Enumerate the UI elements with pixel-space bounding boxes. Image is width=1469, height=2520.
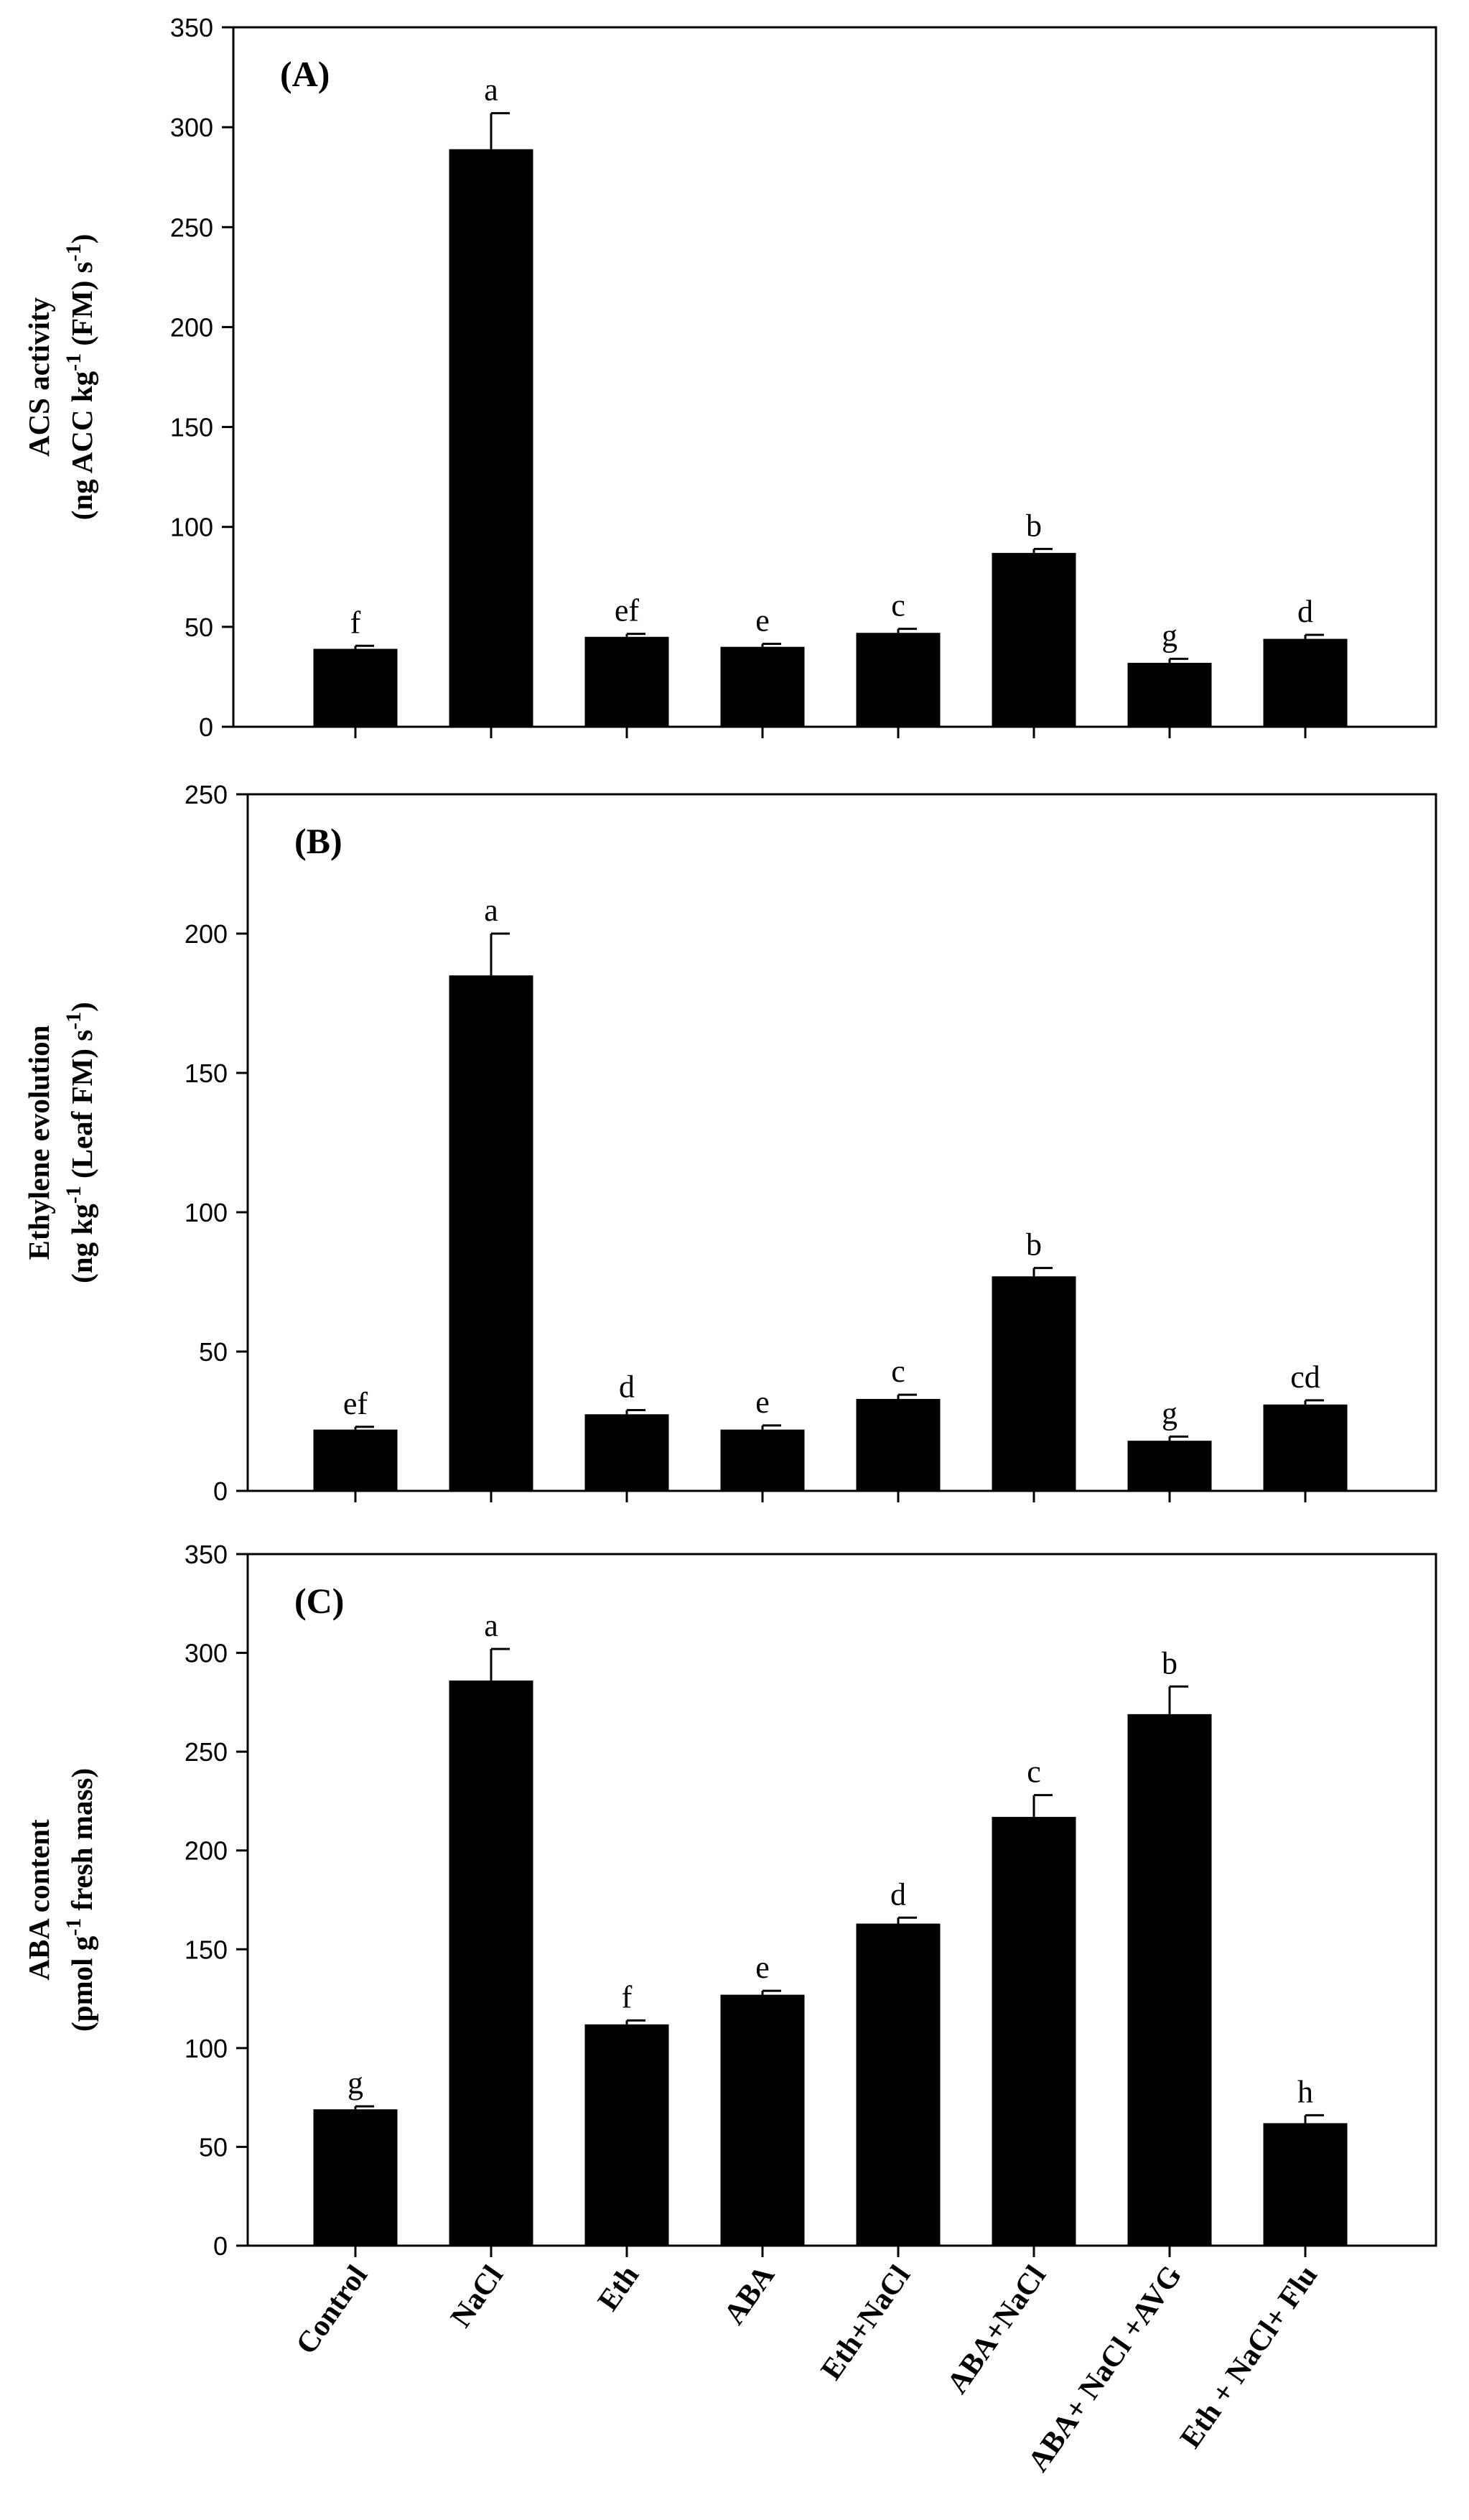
y-tick-label: 0 <box>199 712 213 742</box>
plot-frame <box>246 1553 1437 2247</box>
x-tick-label: Eth + NaCl+ Flu <box>1174 2259 1324 2454</box>
bar <box>992 1816 1076 2246</box>
significance-label: f <box>350 605 361 640</box>
bar <box>584 1414 669 1491</box>
x-tick-label: Control <box>290 2259 375 2360</box>
significance-label: e <box>755 1385 770 1420</box>
bar <box>313 2109 398 2246</box>
bar <box>584 636 669 727</box>
significance-label: ef <box>615 593 640 628</box>
significance-label: f <box>622 1979 633 2014</box>
x-tick-label: NaCl <box>444 2259 510 2333</box>
x-tick-label: Eth <box>592 2259 645 2317</box>
y-tick-label: 100 <box>185 1198 228 1227</box>
significance-label: g <box>1162 618 1177 653</box>
y-tick-label: 50 <box>199 1337 228 1367</box>
significance-label: c <box>891 1354 905 1389</box>
y-tick-label: 300 <box>170 113 213 142</box>
y-tick-label: 250 <box>185 780 228 809</box>
bar <box>1263 1404 1348 1491</box>
bar <box>1263 2123 1348 2246</box>
chart-panel-1: 0 50 100 150 200 250 300 350 f a ef e c b g d (A) ACS act… <box>22 13 1437 742</box>
panel-label: (A) <box>280 54 330 94</box>
y-tick-label: 0 <box>213 2231 228 2261</box>
y-axis-label: ABA content <box>22 1819 55 1981</box>
bar <box>449 149 533 727</box>
bar <box>1127 1441 1212 1491</box>
y-tick-label: 250 <box>170 213 213 242</box>
y-tick-label: 350 <box>170 13 213 42</box>
plot-frame <box>232 26 1437 728</box>
significance-label: a <box>484 1608 498 1643</box>
significance-label: ef <box>343 1386 368 1421</box>
plot-frame <box>246 793 1437 1492</box>
significance-label: d <box>619 1369 635 1404</box>
significance-label: g <box>348 2065 363 2101</box>
significance-label: b <box>1026 508 1042 543</box>
bar <box>1263 638 1348 727</box>
significance-label: b <box>1162 1645 1177 1680</box>
y-tick-label: 150 <box>185 1059 228 1088</box>
y-axis-label-units: (pmol g-1 fresh mass) <box>62 1768 99 2032</box>
bar <box>1127 662 1212 727</box>
chart-panel-3: 0 50 100 150 200 250 300 350 g a f e d c b h (C) ABA cont… <box>22 1540 1437 2478</box>
bar <box>992 1276 1076 1491</box>
bar <box>584 2024 669 2246</box>
significance-label: b <box>1026 1227 1042 1263</box>
panel-label: (B) <box>294 821 342 861</box>
bar <box>313 648 398 727</box>
significance-label: g <box>1162 1395 1177 1431</box>
significance-label: e <box>755 1950 770 1985</box>
bar <box>313 1429 398 1491</box>
y-axis-label-units: (ng kg-1 (Leaf FM) s-1) <box>62 1002 99 1283</box>
bar <box>1127 1714 1212 2246</box>
significance-label: cd <box>1290 1359 1320 1395</box>
x-tick-label: Eth+NaCl <box>815 2259 917 2386</box>
y-tick-label: 350 <box>185 1540 228 1569</box>
bar <box>720 646 805 727</box>
significance-label: e <box>755 603 770 638</box>
significance-label: a <box>484 73 498 108</box>
y-tick-label: 200 <box>185 919 228 949</box>
bar <box>449 975 533 1491</box>
y-tick-label: 150 <box>185 1935 228 1964</box>
y-tick-label: 100 <box>170 513 213 542</box>
y-tick-label: 150 <box>170 413 213 442</box>
bar <box>992 552 1076 727</box>
significance-label: c <box>891 588 905 623</box>
y-axis-label: ACS activity <box>22 297 55 457</box>
x-tick-label: ABA+NaCl <box>941 2259 1053 2399</box>
bar <box>449 1680 533 2246</box>
significance-label: c <box>1027 1754 1041 1790</box>
significance-label: d <box>1297 594 1313 629</box>
y-axis-label-units: (ng ACC kg-1 (FM) s-1) <box>62 234 99 521</box>
y-tick-label: 50 <box>185 613 213 642</box>
x-tick-label: ABA <box>718 2259 782 2331</box>
y-tick-label: 300 <box>185 1639 228 1668</box>
y-tick-label: 50 <box>199 2132 228 2162</box>
bar <box>856 633 941 727</box>
y-tick-label: 200 <box>185 1836 228 1866</box>
y-tick-label: 250 <box>185 1737 228 1767</box>
significance-label: d <box>890 1877 906 1912</box>
y-tick-label: 200 <box>170 312 213 342</box>
y-tick-label: 100 <box>185 2034 228 2063</box>
bar <box>856 1398 941 1491</box>
bar <box>720 1429 805 1491</box>
panel-label: (C) <box>294 1581 344 1621</box>
y-axis-label: Ethylene evolution <box>22 1025 55 1260</box>
bar <box>856 1923 941 2246</box>
significance-label: h <box>1297 2074 1313 2109</box>
chart-panel-2: 0 50 100 150 200 250 ef a d e c b g cd (B) Ethylene evo… <box>22 780 1437 1506</box>
significance-label: a <box>484 893 498 928</box>
y-tick-label: 0 <box>213 1477 228 1506</box>
bar <box>720 1994 805 2246</box>
x-tick-label: ABA+ NaCl +AVG <box>1022 2259 1188 2478</box>
